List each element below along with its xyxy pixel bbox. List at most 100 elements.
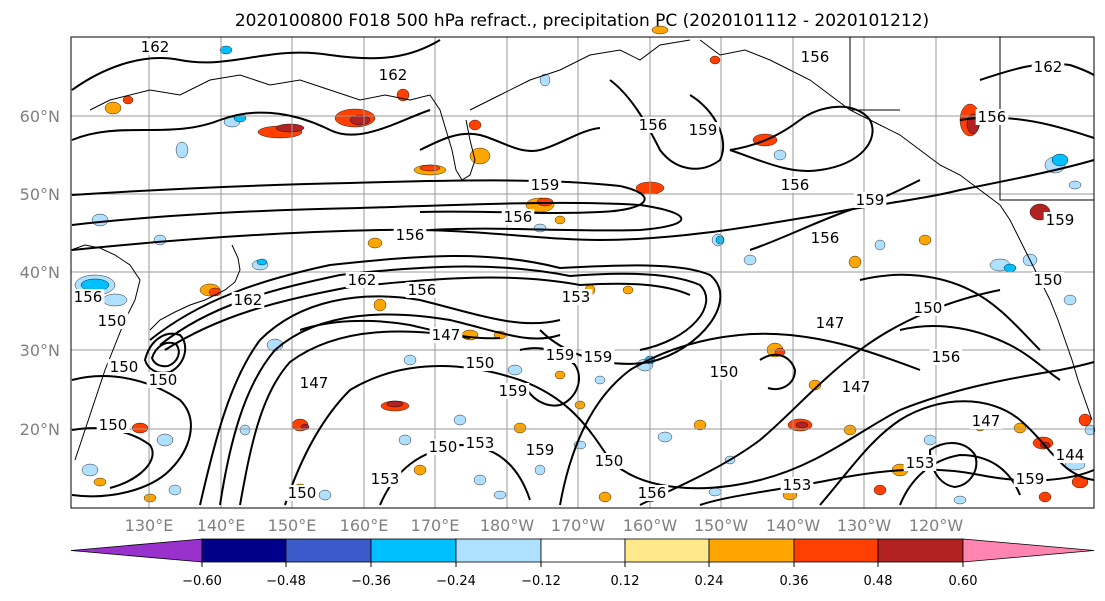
lon-label: 180°W (480, 516, 535, 535)
precip-anomaly-patch (122, 95, 134, 105)
lat-label: 60°N (20, 107, 60, 126)
contour-label-gap (146, 372, 180, 388)
precip-anomaly-patch (1038, 491, 1052, 503)
precip-anomaly-patch (534, 464, 546, 476)
precip-anomaly-patch (953, 495, 967, 505)
precip-anomaly-patch (493, 490, 507, 500)
precip-anomaly-patch (468, 119, 482, 131)
contour-label: 144 (1056, 446, 1085, 464)
contour-label: 147 (300, 374, 329, 392)
precip-anomaly-patch (554, 215, 566, 225)
contour-label: 156 (811, 229, 840, 247)
contour-label: 156 (781, 176, 810, 194)
precip-anomaly-patch (622, 285, 634, 295)
contour-label-gap (285, 485, 319, 501)
contour-label: 156 (932, 348, 961, 366)
lon-label: 130°E (125, 516, 174, 535)
precip-anomaly-patch (156, 433, 174, 447)
precip-anomaly-patch (874, 239, 886, 251)
coastline-siberia-east (469, 39, 691, 111)
contour-label-gap (686, 122, 720, 138)
precip-anomaly-patch (1013, 422, 1027, 434)
contour-label: 150 (98, 312, 127, 330)
contour-label: 156 (638, 484, 667, 502)
precip-anomaly-patch (403, 354, 417, 366)
precip-anomaly-patch (923, 434, 937, 446)
precip-anomaly-patch (657, 431, 673, 443)
contour-label: 159 (856, 191, 885, 209)
contour-label: 150 (710, 363, 739, 381)
contour-label-gap (798, 49, 832, 65)
contour-label: 150 (595, 452, 624, 470)
colorbar-segment (285, 538, 372, 563)
colorbar-segment (201, 538, 287, 563)
colorbar-segment (708, 538, 795, 563)
precip-anomaly-patch (1003, 263, 1017, 273)
contour-label: 159 (1016, 470, 1045, 488)
precip-anomaly-patch (175, 141, 189, 159)
contour-label-gap (429, 327, 463, 343)
coastline-border (849, 37, 1094, 201)
contour-label: 159 (689, 121, 718, 139)
contour-label: 150 (1034, 271, 1063, 289)
precip-anomaly-patch (843, 424, 857, 436)
contour-label-gap (1031, 59, 1065, 75)
colorbar-segment (793, 538, 879, 563)
precip-anomaly-patch (594, 375, 606, 385)
precip-anomaly-patch (539, 73, 551, 87)
lon-label: 150°W (694, 516, 749, 535)
contour-label: 159 (546, 346, 575, 364)
precip-anomaly-patch (554, 370, 566, 380)
precip-anomaly-patch (513, 422, 527, 434)
lon-label: 170°E (411, 516, 460, 535)
colorbar-tick-label: 0.36 (780, 574, 809, 589)
contour-label-gap (95, 313, 129, 329)
precip-anomaly-patch (102, 293, 128, 307)
contour-label: 159 (499, 382, 528, 400)
precip-anomaly-patch (256, 258, 268, 266)
contour-label-gap (71, 289, 105, 305)
colorbar-segment (877, 538, 964, 563)
lon-label: 130°W (837, 516, 892, 535)
precip-anomaly-patch (743, 254, 757, 266)
lat-label: 40°N (20, 263, 60, 282)
precip-anomaly-patch (131, 422, 149, 434)
precip-anomaly-patch (398, 434, 412, 446)
precip-anomaly-patch (507, 364, 523, 376)
contour-label-gap (523, 442, 557, 458)
contour-label-gap (636, 117, 670, 133)
colorbar-segments (70, 538, 1095, 563)
contour-label-gap (345, 272, 379, 288)
precip-anomaly-patch (239, 424, 251, 436)
coastline-kamchatka (429, 94, 476, 181)
precip-anomaly-patch (1063, 294, 1077, 306)
precip-anomaly-patch (413, 464, 427, 476)
contour-label-gap (297, 375, 331, 391)
contour-label: 156 (801, 48, 830, 66)
colorbar-tick-label: −0.60 (182, 574, 222, 589)
contour-label: 159 (584, 348, 613, 366)
colorbar-tick-label: 0.24 (695, 574, 724, 589)
contour-label-gap (393, 227, 427, 243)
precip-anomaly-patch (91, 213, 109, 227)
contour-label: 147 (842, 378, 871, 396)
precip-anomaly-patch (219, 45, 233, 55)
contour-label: 150 (914, 299, 943, 317)
precip-anomaly-patch (1078, 413, 1092, 427)
colorbar-tick-label: −0.24 (436, 574, 476, 589)
contour-label-gap (376, 67, 410, 83)
contour-label-gap (138, 39, 172, 55)
contour-label: 159 (531, 176, 560, 194)
contour-label: 147 (432, 326, 461, 344)
colorbar-tick-label: 0.60 (949, 574, 978, 589)
lon-label: 140°W (766, 516, 821, 535)
precip-anomaly-patch (708, 487, 722, 497)
contour-label: 156 (74, 288, 103, 306)
contour-label-gap (405, 282, 439, 298)
contour-label-gap (780, 477, 814, 493)
precip-anomaly-patch (773, 149, 787, 161)
longitude-labels: 130°E 140°E 150°E 160°E 170°E 180°W 170°W 160°W… (125, 516, 964, 535)
contour-label-gap (528, 177, 562, 193)
contour-label: 147 (816, 314, 845, 332)
lon-label: 150°E (268, 516, 317, 535)
